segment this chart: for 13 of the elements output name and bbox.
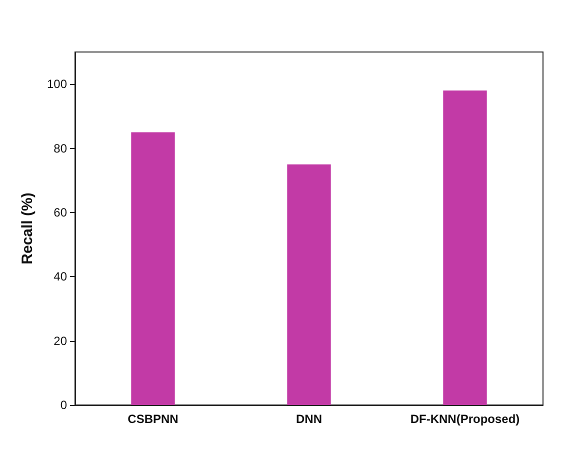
x-tick-label: DNN: [296, 412, 322, 426]
y-tick-label: 100: [46, 77, 68, 92]
y-axis-title: Recall (%): [19, 192, 36, 264]
bar: [287, 164, 331, 405]
y-tick-label: 20: [54, 334, 68, 348]
y-tick-label: 0: [60, 398, 68, 412]
y-tick-label: 60: [54, 205, 68, 220]
x-tick-label: CSBPNN: [128, 412, 178, 426]
y-tick-label: 40: [54, 270, 68, 284]
bar: [443, 90, 487, 405]
x-tick-label: DF-KNN(Proposed): [410, 412, 520, 426]
y-tick-label: 80: [54, 141, 68, 156]
bar: [131, 132, 175, 405]
